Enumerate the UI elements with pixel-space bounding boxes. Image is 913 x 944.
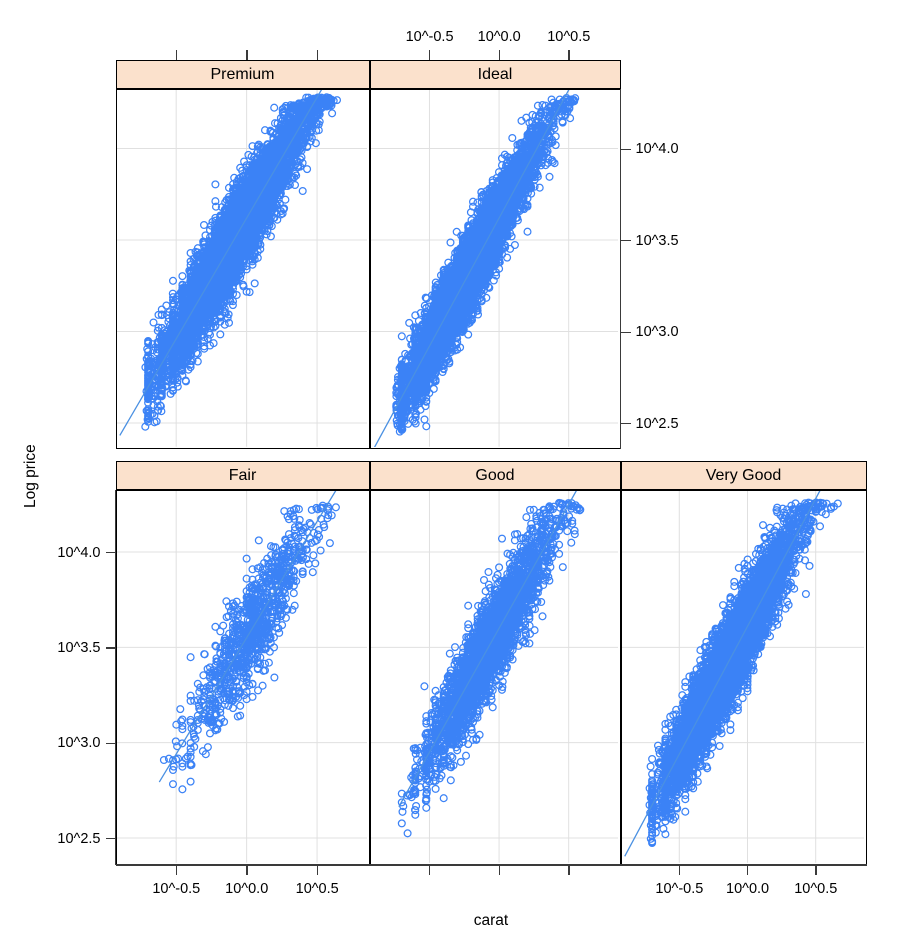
strip-label-premium: Premium — [210, 66, 274, 84]
x-axis-title: carat — [474, 912, 508, 930]
y-tick-label-left-1: 10^3.0 — [57, 735, 100, 751]
panel-plot-area — [371, 90, 619, 447]
panel-premium — [116, 89, 370, 449]
x-tick-label-bottom-fair-2: 10^0.5 — [296, 881, 339, 897]
y-tick-label-left-3: 10^4.0 — [57, 545, 100, 561]
y-tick-right-2 — [621, 240, 631, 241]
x-tick-bottom-very-good-2 — [815, 865, 816, 875]
strip-header-ideal: Ideal — [370, 60, 621, 89]
scatter-points — [141, 94, 340, 430]
x-axis-spine-bottom — [116, 864, 867, 866]
y-axis-spine-bottom-row — [115, 490, 116, 865]
strip-label-ideal: Ideal — [478, 66, 513, 84]
y-axis-spine-top-row — [620, 89, 621, 449]
strip-label-good: Good — [475, 467, 514, 485]
x-tick-label-top-2: 10^0.5 — [547, 29, 590, 45]
y-tick-label-right-0: 10^2.5 — [636, 416, 679, 432]
y-axis-title: Log price — [22, 444, 40, 508]
x-tick-label-bottom-very-good-2: 10^0.5 — [794, 881, 837, 897]
x-tick-top-premium-0 — [176, 50, 177, 60]
strip-header-good: Good — [370, 461, 621, 490]
y-tick-right-0 — [621, 423, 631, 424]
panel-plot-area — [117, 90, 368, 447]
x-tick-bottom-very-good-0 — [679, 865, 680, 875]
x-tick-top-2 — [568, 50, 569, 60]
y-tick-label-right-2: 10^3.5 — [636, 233, 679, 249]
x-tick-label-top-1: 10^0.0 — [478, 29, 521, 45]
x-tick-bottom-good-0 — [429, 865, 430, 875]
y-tick-right-1 — [621, 332, 631, 333]
x-tick-label-top-0: 10^-0.5 — [406, 29, 454, 45]
x-tick-bottom-very-good-1 — [747, 865, 748, 875]
strip-label-very-good: Very Good — [706, 467, 782, 485]
x-tick-bottom-fair-2 — [317, 865, 318, 875]
x-tick-label-bottom-very-good-1: 10^0.0 — [726, 881, 769, 897]
y-tick-label-left-0: 10^2.5 — [57, 831, 100, 847]
panel-very-good — [621, 490, 867, 865]
panel-plot-area — [117, 491, 368, 863]
panel-fair — [116, 490, 370, 865]
panel-plot-area — [371, 491, 619, 863]
x-tick-label-bottom-very-good-0: 10^-0.5 — [655, 881, 703, 897]
x-tick-top-premium-1 — [246, 50, 247, 60]
x-tick-bottom-good-1 — [499, 865, 500, 875]
y-tick-label-left-2: 10^3.5 — [57, 640, 100, 656]
panel-plot-area — [622, 491, 865, 863]
x-tick-top-1 — [499, 50, 500, 60]
panel-good — [370, 490, 621, 865]
strip-header-fair: Fair — [116, 461, 370, 490]
x-tick-bottom-fair-1 — [246, 865, 247, 875]
x-tick-label-bottom-fair-0: 10^-0.5 — [152, 881, 200, 897]
strip-header-very-good: Very Good — [621, 461, 867, 490]
y-tick-right-3 — [621, 149, 631, 150]
x-tick-top-premium-2 — [317, 50, 318, 60]
strip-header-premium: Premium — [116, 60, 370, 89]
x-tick-bottom-fair-0 — [176, 865, 177, 875]
y-tick-label-right-3: 10^4.0 — [636, 141, 679, 157]
x-tick-label-bottom-fair-1: 10^0.0 — [225, 881, 268, 897]
strip-label-fair: Fair — [229, 467, 257, 485]
x-tick-top-0 — [429, 50, 430, 60]
x-tick-bottom-good-2 — [568, 865, 569, 875]
scatter-points — [646, 499, 841, 846]
scatter-points — [392, 95, 578, 435]
scatter-points — [398, 500, 583, 837]
y-tick-label-right-1: 10^3.0 — [636, 324, 679, 340]
panel-ideal — [370, 89, 621, 449]
